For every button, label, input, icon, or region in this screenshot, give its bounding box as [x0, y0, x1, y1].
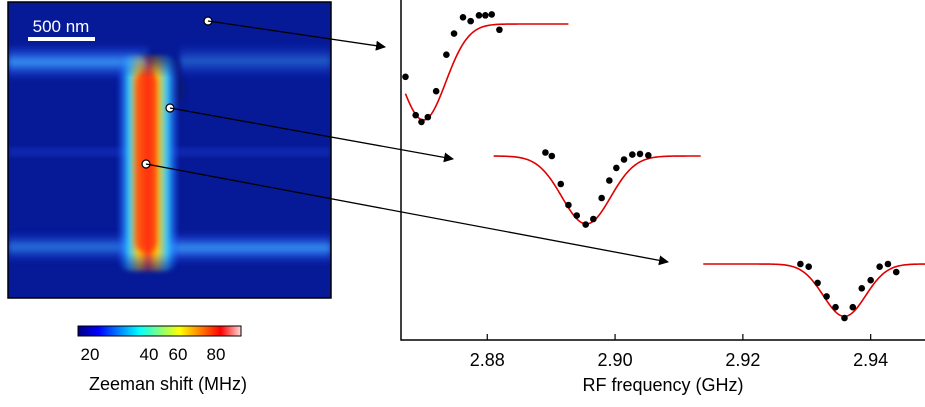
zeeman-map — [8, 2, 331, 298]
fit-lines — [404, 23, 925, 318]
data-point — [645, 152, 652, 159]
data-point — [424, 113, 432, 121]
data-point — [450, 30, 458, 37]
colorbar-label: Zeeman shift (MHz) — [89, 374, 247, 394]
colorbar-tick-label: 20 — [81, 345, 100, 364]
data-points — [402, 11, 900, 322]
spectrum-plot: 2.88 2.90 2.92 2.94 RF frequency (GHz) — [400, 0, 925, 395]
scale-bar-label: 500 nm — [33, 17, 90, 36]
data-point — [496, 26, 503, 34]
colorbar-tick-label: 40 — [140, 345, 159, 364]
data-point — [867, 276, 874, 284]
data-point — [849, 303, 857, 311]
data-point — [467, 17, 474, 25]
data-point — [548, 152, 556, 160]
data-point — [823, 293, 830, 300]
data-point — [443, 51, 450, 59]
fit-curve-3 — [703, 263, 925, 318]
data-point — [412, 111, 420, 119]
arrow-to-spectrum-2 — [169, 107, 454, 163]
data-point — [858, 285, 866, 292]
plot-axes — [400, 0, 925, 341]
data-point — [565, 201, 572, 209]
x-tick-label: 2.88 — [470, 350, 505, 370]
data-point — [832, 303, 839, 311]
colorbar-tick-label: 60 — [169, 345, 188, 364]
data-point — [629, 151, 636, 158]
x-axis-label: RF frequency (GHz) — [582, 375, 743, 395]
data-point — [573, 212, 581, 219]
map-frame — [7, 1, 332, 299]
arrow-to-spectrum-1 — [207, 20, 386, 51]
data-point — [432, 87, 440, 95]
data-point — [805, 263, 812, 271]
data-point — [606, 177, 613, 184]
data-point — [876, 263, 883, 271]
data-point — [488, 11, 496, 18]
x-tick-label: 2.92 — [725, 350, 760, 370]
data-point — [613, 164, 620, 172]
data-point — [797, 260, 804, 268]
fit-curve-1 — [404, 23, 569, 121]
arrow-to-spectrum-3 — [145, 163, 669, 266]
data-point — [557, 180, 565, 188]
data-point — [841, 314, 848, 322]
x-tick-label: 2.90 — [598, 350, 633, 370]
data-point — [475, 12, 483, 19]
fit-curve-2 — [493, 155, 701, 225]
data-point — [636, 150, 644, 158]
colorbar — [77, 325, 242, 337]
data-point — [402, 73, 409, 81]
data-point — [814, 279, 821, 287]
data-point — [482, 12, 489, 19]
x-tick-label: 2.94 — [853, 350, 888, 370]
data-point — [590, 215, 597, 223]
map-upper-right-stripe — [180, 44, 331, 78]
data-point — [582, 221, 589, 228]
x-axis-ticks: 2.88 2.90 2.92 2.94 — [470, 334, 888, 370]
data-point — [598, 194, 605, 202]
data-point — [418, 118, 425, 126]
data-point — [620, 156, 628, 163]
colorbar-tick-label: 80 — [207, 345, 226, 364]
data-point — [892, 268, 900, 276]
data-point — [542, 149, 549, 156]
data-point — [884, 260, 892, 268]
data-point — [459, 13, 467, 21]
